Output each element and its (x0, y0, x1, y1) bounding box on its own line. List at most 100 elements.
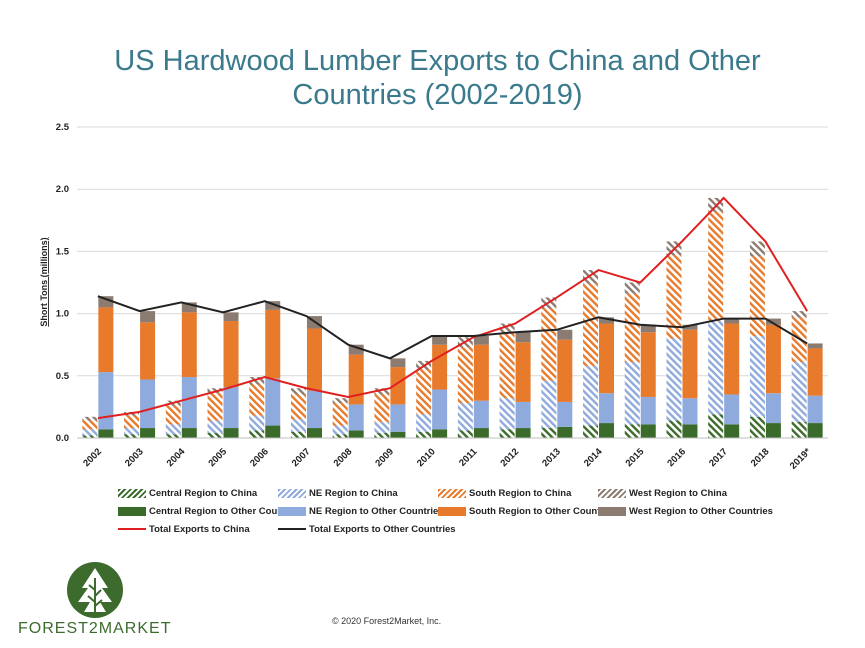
x-tick-label: 2007 (290, 446, 313, 469)
bar-south-region-to-china-2003 (124, 415, 140, 429)
bar-south-region-to-china-2018 (749, 256, 765, 336)
bar-central-region-to-other-countries-2003 (140, 428, 156, 438)
bar-central-region-to-other-countries-2017 (724, 424, 740, 438)
bar-central-region-to-other-countries-2015 (640, 424, 656, 438)
bar-south-region-to-other-countries-2007 (306, 328, 322, 391)
bar-south-region-to-china-2011 (457, 347, 473, 404)
logo-text: FOREST2MARKET (18, 620, 172, 637)
legend-item: Central Region to Other Countries (118, 506, 303, 517)
bar-ne-region-to-other-countries-2004 (181, 377, 197, 429)
bar-ne-region-to-other-countries-2017 (724, 394, 740, 425)
legend-swatch (278, 528, 306, 530)
x-tick-label: 2011 (457, 446, 480, 469)
bar-ne-region-to-china-2005 (207, 420, 223, 434)
bar-west-region-to-other-countries-2014 (599, 317, 615, 324)
bar-ne-region-to-china-2004 (165, 424, 181, 435)
bar-central-region-to-other-countries-2019 (807, 423, 823, 438)
bar-west-region-to-other-countries-2004 (181, 302, 197, 313)
legend-label: West Region to China (629, 487, 727, 499)
bar-west-region-to-other-countries-2013 (557, 329, 573, 340)
bar-south-region-to-china-2016 (666, 255, 682, 339)
legend-swatch (118, 506, 146, 516)
legend-swatch (438, 488, 466, 498)
bar-central-region-to-china-2017 (708, 414, 724, 438)
legend-label: Total Exports to Other Countries (309, 523, 456, 535)
bar-south-region-to-other-countries-2017 (724, 323, 740, 395)
legend-label: Central Region to Other Countries (149, 505, 304, 517)
legend-item: West Region to Other Countries (598, 506, 773, 517)
bar-ne-region-to-other-countries-2015 (640, 396, 656, 425)
x-tick-label: 2002 (81, 446, 104, 469)
y-tick-label: 2.0 (56, 184, 69, 195)
legend-item: South Region to China (438, 488, 598, 499)
bar-central-region-to-other-countries-2004 (181, 428, 197, 438)
legend-label: Central Region to China (149, 487, 258, 499)
bar-central-region-to-china-2002 (82, 435, 98, 438)
bar-central-region-to-other-countries-2018 (765, 423, 781, 438)
bar-central-region-to-other-countries-2008 (348, 430, 364, 438)
legend-label: NE Region to Other Countries (309, 505, 444, 517)
bar-central-region-to-other-countries-2012 (515, 428, 531, 438)
bar-ne-region-to-china-2006 (249, 415, 265, 431)
x-tick-label: 2017 (707, 446, 730, 469)
bar-ne-region-to-china-2011 (457, 403, 473, 431)
legend-row: Central Region to Other Countries NE Regi… (118, 502, 773, 520)
bar-west-region-to-china-2012 (499, 323, 515, 334)
legend-swatch (118, 528, 146, 530)
y-tick-label: 1.0 (56, 309, 69, 320)
bar-west-region-to-other-countries-2011 (473, 335, 489, 345)
x-tick-label: 2006 (248, 446, 271, 469)
bar-central-region-to-china-2015 (624, 424, 640, 438)
bar-ne-region-to-other-countries-2009 (390, 404, 406, 432)
bar-south-region-to-other-countries-2019 (807, 348, 823, 396)
legend-item: NE Region to China (278, 488, 438, 499)
bar-west-region-to-other-countries-2017 (724, 318, 740, 324)
legend-item: Central Region to China (118, 488, 278, 499)
y-tick-label: 2.5 (56, 122, 70, 133)
bar-ne-region-to-other-countries-2013 (557, 401, 573, 427)
bar-central-region-to-other-countries-2005 (223, 428, 239, 438)
bar-south-region-to-other-countries-2012 (515, 342, 531, 402)
bar-ne-region-to-other-countries-2005 (223, 386, 239, 429)
bar-ne-region-to-china-2018 (749, 335, 765, 417)
bar-central-region-to-china-2007 (290, 431, 306, 438)
legend-item: South Region to Other Countries (438, 506, 617, 517)
bar-west-region-to-other-countries-2016 (682, 324, 698, 330)
x-tick-label: 2004 (165, 446, 188, 469)
bar-ne-region-to-china-2014 (583, 365, 599, 426)
legend-label: South Region to China (469, 487, 572, 499)
bar-central-region-to-other-countries-2016 (682, 424, 698, 438)
x-tick-label: 2012 (498, 446, 521, 469)
bar-south-region-to-china-2006 (249, 384, 265, 416)
bar-west-region-to-other-countries-2019 (807, 343, 823, 349)
legend-label: Total Exports to China (149, 523, 250, 535)
bar-ne-region-to-other-countries-2002 (98, 372, 114, 430)
bar-central-region-to-other-countries-2002 (98, 429, 114, 438)
x-tick-label: 2019* (788, 446, 814, 472)
bar-west-region-to-other-countries-2015 (640, 324, 656, 333)
x-tick-label: 2013 (540, 446, 563, 469)
bar-south-region-to-other-countries-2006 (265, 309, 281, 379)
bar-west-region-to-other-countries-2010 (432, 335, 448, 345)
bar-central-region-to-other-countries-2011 (473, 428, 489, 438)
bar-ne-region-to-china-2012 (499, 398, 515, 430)
bar-central-region-to-other-countries-2014 (599, 423, 615, 438)
bar-ne-region-to-other-countries-2019 (807, 395, 823, 424)
bar-south-region-to-other-countries-2011 (473, 344, 489, 401)
bar-central-region-to-china-2012 (499, 429, 515, 438)
bar-west-region-to-china-2019 (791, 311, 807, 318)
legend-row: Central Region to China NE Region to Chin… (118, 484, 758, 502)
bar-central-region-to-china-2005 (207, 433, 223, 438)
x-tick-label: 2010 (415, 446, 438, 469)
bar-south-region-to-china-2002 (82, 420, 98, 430)
bar-south-region-to-china-2012 (499, 333, 515, 399)
bar-west-region-to-other-countries-2005 (223, 312, 239, 322)
bar-central-region-to-china-2014 (583, 425, 599, 438)
bar-west-region-to-china-2007 (290, 388, 306, 395)
legend-swatch (598, 506, 626, 516)
series-lines (97, 196, 808, 420)
bar-central-region-to-china-2009 (374, 433, 390, 438)
bar-west-region-to-china-2009 (374, 388, 390, 395)
bar-south-region-to-other-countries-2010 (432, 344, 448, 390)
bar-south-region-to-other-countries-2013 (557, 339, 573, 402)
